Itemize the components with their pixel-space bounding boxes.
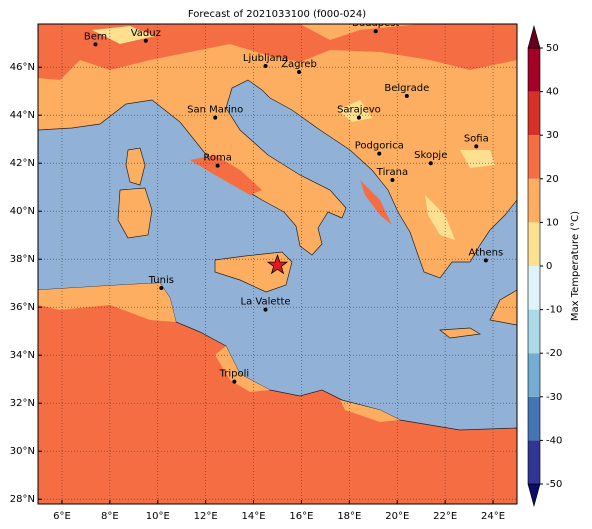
colorbar-tick-label: -30 bbox=[546, 392, 562, 403]
city-dot bbox=[390, 178, 395, 182]
city-label: Tirana bbox=[376, 167, 408, 178]
x-tick-label: 10°E bbox=[146, 511, 170, 522]
city-dot bbox=[143, 38, 148, 43]
city-dot bbox=[263, 64, 268, 68]
city-label: Sarajevo bbox=[337, 105, 381, 116]
city-label: Ljubljana bbox=[243, 53, 288, 64]
x-tick-label: 12°E bbox=[194, 511, 218, 522]
x-tick-label: 22°E bbox=[433, 511, 457, 522]
colorbar-band bbox=[528, 440, 540, 484]
axes: 6°E 8°E 10°E 12°E 14°E 16°E 18°E 20°E 22°E 24°E 28… bbox=[10, 62, 505, 522]
city-dot bbox=[373, 29, 378, 34]
crete bbox=[439, 327, 482, 339]
x-tick-label: 6°E bbox=[53, 511, 71, 522]
city-dot bbox=[428, 161, 433, 166]
city-dot bbox=[404, 94, 409, 98]
colorbar-band bbox=[528, 135, 540, 179]
city-dot bbox=[356, 115, 361, 120]
colorbar-band bbox=[528, 353, 540, 397]
map-title: Forecast of 2021033100 (f000-024) bbox=[188, 9, 366, 20]
city-dot bbox=[474, 144, 479, 149]
city-dot bbox=[297, 70, 302, 74]
colorbar-tick-label: 50 bbox=[546, 43, 559, 54]
city-dot bbox=[377, 151, 382, 156]
location-star bbox=[266, 253, 289, 275]
y-tick-label: 38°N bbox=[10, 254, 35, 265]
corsica bbox=[125, 147, 146, 186]
colorbar-band bbox=[528, 309, 540, 354]
x-tick-label: 24°E bbox=[481, 511, 505, 522]
city-dot bbox=[215, 163, 220, 168]
colorbar-band bbox=[528, 266, 540, 310]
y-tick-label: 40°N bbox=[10, 206, 35, 217]
colorbar-tick-label: 20 bbox=[546, 174, 559, 185]
city-dot bbox=[263, 307, 268, 312]
city-label: Tunis bbox=[148, 275, 174, 286]
colorbar-over bbox=[527, 24, 541, 49]
colorbar-tick-label: 10 bbox=[546, 217, 559, 228]
y-tick-label: 32°N bbox=[10, 398, 35, 409]
city-dot bbox=[93, 42, 98, 47]
map-frame bbox=[37, 23, 518, 505]
colorbar-tick-label: -50 bbox=[546, 479, 562, 490]
x-tick-label: 14°E bbox=[242, 511, 266, 522]
y-tick-label: 44°N bbox=[10, 110, 35, 121]
city-label: Belgrade bbox=[384, 83, 429, 94]
y-tick-label: 42°N bbox=[10, 158, 35, 169]
city-label: Budapest bbox=[352, 18, 399, 29]
coastal-area bbox=[38, 283, 400, 422]
y-tick-label: 46°N bbox=[10, 62, 35, 73]
colorbar-band bbox=[528, 91, 540, 136]
y-tick-label: 34°N bbox=[10, 350, 35, 361]
city-label: Podgorica bbox=[355, 141, 404, 152]
colorbar-tick-label: -20 bbox=[546, 348, 562, 359]
colorbar-band bbox=[528, 48, 540, 92]
city-label: San Marino bbox=[187, 105, 243, 116]
colorbar-tick-label: -40 bbox=[546, 435, 562, 446]
city-dot bbox=[232, 379, 237, 384]
city-label: Bern bbox=[84, 31, 107, 42]
city-label: Roma bbox=[203, 153, 232, 164]
x-tick-label: 8°E bbox=[101, 511, 119, 522]
y-tick-label: 30°N bbox=[10, 446, 35, 457]
x-tick-label: 20°E bbox=[385, 511, 409, 522]
sardinia bbox=[117, 187, 153, 239]
colorbar-label: Max Temperature (°C) bbox=[570, 211, 581, 321]
city-label: Tripoli bbox=[219, 369, 250, 380]
city-dot bbox=[483, 258, 488, 263]
city-label: Sofia bbox=[464, 133, 489, 144]
x-tick-label: 18°E bbox=[337, 511, 361, 522]
colorbar-under bbox=[527, 483, 541, 508]
city-label: Skopje bbox=[414, 150, 447, 161]
city-label: La Valette bbox=[241, 297, 291, 308]
city-label: Athens bbox=[469, 247, 504, 258]
city-label: Zagreb bbox=[281, 59, 317, 70]
colorbar-tick-label: 0 bbox=[546, 261, 552, 272]
colorbar-tick-label: 40 bbox=[546, 87, 559, 98]
city-label: Vaduz bbox=[131, 28, 161, 39]
colorbar: -50 -40 -30 -20 -10 0 10 20 30 40 50 Max Temperatur… bbox=[527, 24, 581, 508]
y-tick-label: 28°N bbox=[10, 494, 35, 505]
warm-area bbox=[38, 24, 517, 80]
city-dot bbox=[213, 115, 218, 120]
colorbar-band bbox=[528, 396, 540, 441]
colorbar-band bbox=[528, 178, 540, 223]
warm-area bbox=[190, 155, 392, 225]
colorbar-tick-label: 30 bbox=[546, 130, 559, 141]
x-tick-label: 16°E bbox=[289, 511, 313, 522]
city-dot bbox=[159, 286, 164, 290]
colorbar-band bbox=[528, 222, 540, 266]
colorbar-tick-label: -10 bbox=[546, 305, 562, 316]
y-tick-label: 36°N bbox=[10, 302, 35, 313]
grid bbox=[38, 24, 517, 504]
